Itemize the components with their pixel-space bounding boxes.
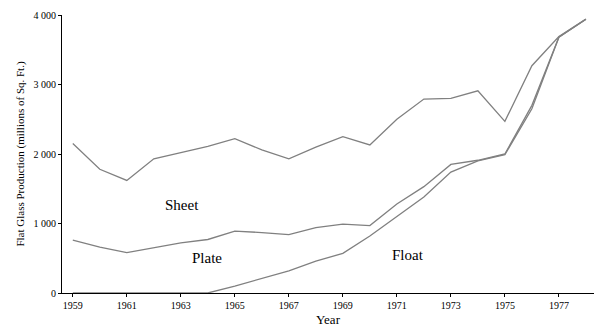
svg-text:1963: 1963 xyxy=(171,300,191,311)
svg-text:2 000: 2 000 xyxy=(34,149,57,160)
svg-text:1959: 1959 xyxy=(63,300,83,311)
svg-text:3 000: 3 000 xyxy=(34,79,57,90)
svg-text:Year: Year xyxy=(316,312,341,327)
svg-text:1965: 1965 xyxy=(225,300,245,311)
svg-text:1969: 1969 xyxy=(333,300,353,311)
svg-text:1961: 1961 xyxy=(117,300,137,311)
svg-text:1967: 1967 xyxy=(279,300,299,311)
svg-text:Float: Float xyxy=(392,247,424,263)
svg-text:Flat Glass Production (million: Flat Glass Production (millions of Sq. F… xyxy=(14,61,27,247)
svg-text:1973: 1973 xyxy=(441,300,461,311)
svg-text:Plate: Plate xyxy=(192,250,222,266)
svg-text:Sheet: Sheet xyxy=(165,197,199,213)
svg-text:0: 0 xyxy=(51,288,56,299)
svg-text:1971: 1971 xyxy=(387,300,407,311)
svg-text:4 000: 4 000 xyxy=(34,10,57,21)
svg-text:1977: 1977 xyxy=(549,300,569,311)
svg-text:1 000: 1 000 xyxy=(34,218,57,229)
svg-text:1975: 1975 xyxy=(495,300,515,311)
